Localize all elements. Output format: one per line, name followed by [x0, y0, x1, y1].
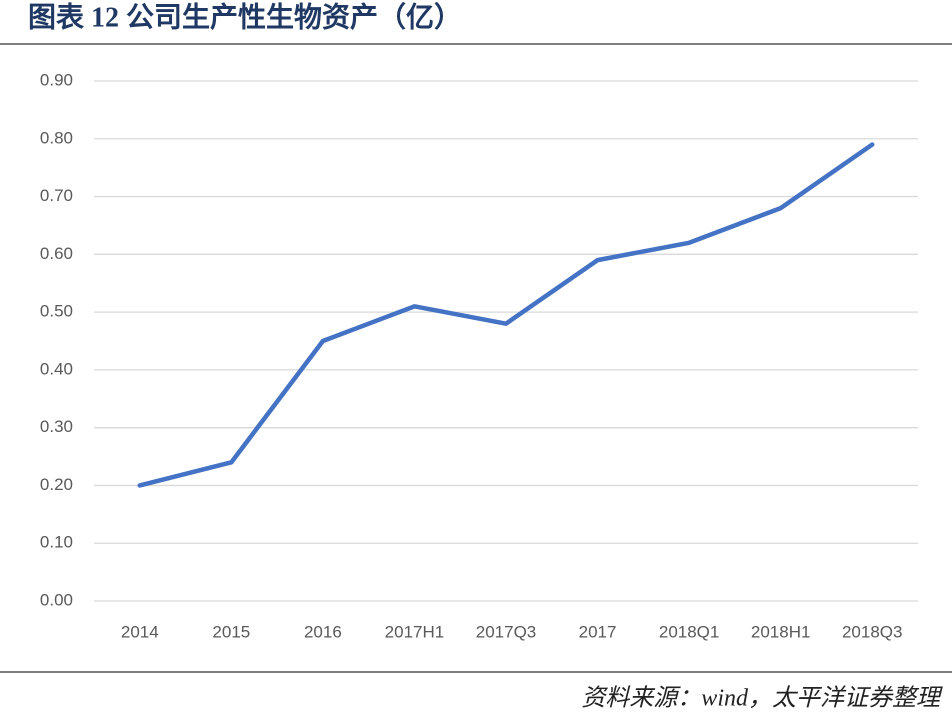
- x-tick-label: 2017: [579, 622, 617, 641]
- x-tick-label: 2015: [212, 622, 250, 641]
- x-tick-label: 2018Q1: [659, 622, 720, 641]
- y-tick-label: 0.70: [40, 186, 73, 205]
- x-tick-label: 2017H1: [385, 622, 445, 641]
- source-note: 资料来源：wind，太平洋证券整理: [581, 685, 943, 712]
- x-tick-label: 2017Q3: [476, 622, 537, 641]
- y-tick-label: 0.80: [40, 128, 73, 147]
- data-line: [137, 142, 875, 488]
- x-tick-label: 2016: [304, 622, 342, 641]
- y-tick-label: 0.90: [40, 70, 73, 89]
- x-tick-label: 2018Q3: [842, 622, 903, 641]
- y-tick-label: 0.00: [40, 590, 73, 609]
- y-tick-label: 0.50: [40, 302, 73, 321]
- y-tick-label: 0.20: [40, 475, 73, 494]
- y-tick-label: 0.40: [40, 359, 73, 378]
- x-tick-label: 2018H1: [751, 622, 811, 641]
- y-tick-label: 0.30: [40, 417, 73, 436]
- y-tick-label: 0.60: [40, 244, 73, 263]
- chart-title: 图表 12 公司生产性生物资产（亿）: [28, 0, 462, 33]
- y-tick-label: 0.10: [40, 533, 73, 552]
- x-tick-label: 2014: [121, 622, 159, 641]
